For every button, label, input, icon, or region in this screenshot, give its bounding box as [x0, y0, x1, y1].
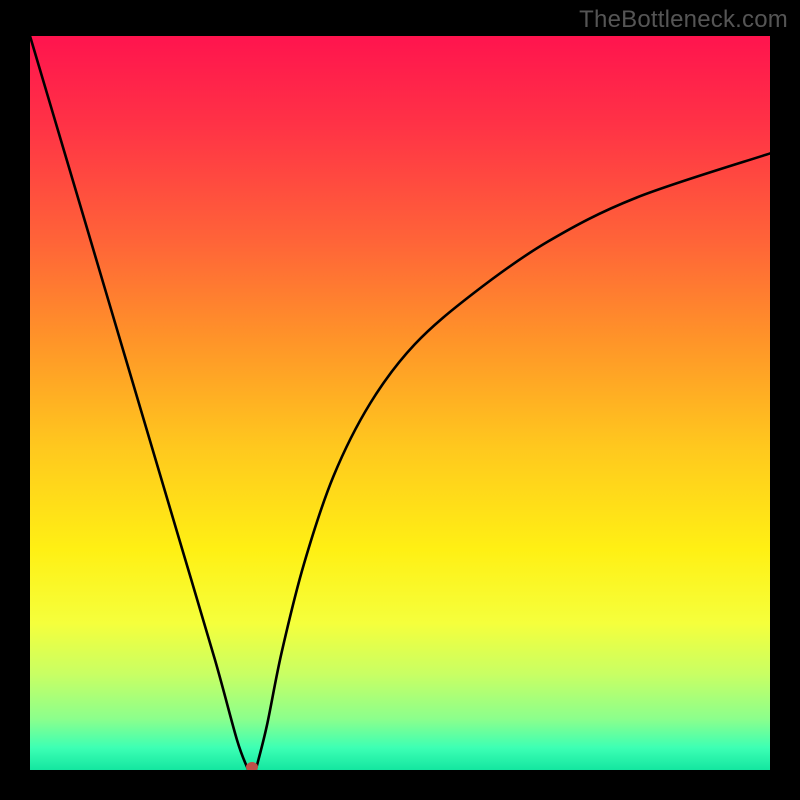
plot-gradient-background	[30, 36, 770, 770]
watermark-text: TheBottleneck.com	[579, 6, 788, 34]
chart-container: TheBottleneck.com	[0, 0, 800, 800]
plot-area	[30, 36, 770, 770]
